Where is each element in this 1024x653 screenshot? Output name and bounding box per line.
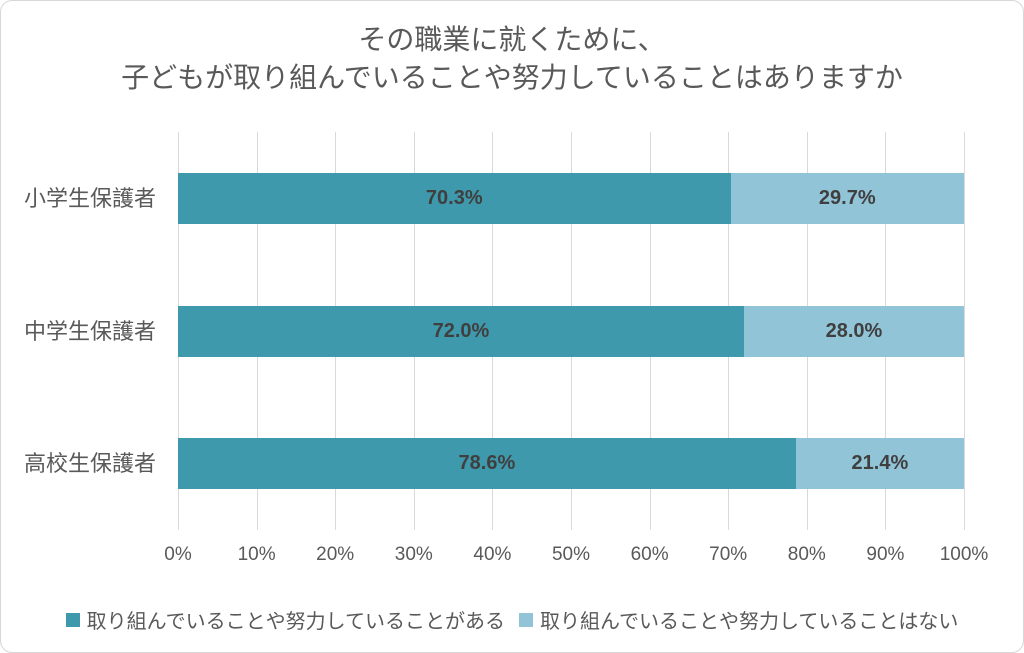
x-axis-tick-label: 40% [473,544,512,565]
legend-item-series2[interactable]: 取り組んでいることや努力していることはない [519,605,958,634]
category-label: 小学生保護者 [23,185,156,211]
x-axis-tick-label: 20% [316,544,355,565]
legend-item-series1[interactable]: 取り組んでいることや努力していることがある [65,605,505,634]
bar-segment-series1[interactable]: 70.3% [178,172,731,224]
data-label: 72.0% [432,319,490,342]
gridline [964,132,965,530]
x-axis-tick-label: 0% [164,544,192,565]
chart-title-line2: 子どもが取り組んでいることや努力していることはありますか [121,62,903,93]
x-axis-tick-label: 10% [237,544,276,565]
data-label: 28.0% [825,319,883,342]
bar-segment-series2[interactable]: 29.7% [730,172,964,224]
data-label: 70.3% [425,186,483,209]
bar-row: 78.6% 21.4% [178,438,964,490]
bar-segment-series1[interactable]: 72.0% [178,305,744,357]
data-label: 21.4% [851,452,909,475]
plot-area: 70.3% 29.7% 72.0% 28.0% 78.6% 21.4% [178,132,965,530]
x-axis-tick-label: 70% [709,544,748,565]
category-label: 高校生保護者 [23,451,156,477]
x-axis-tick-label: 80% [787,544,826,565]
legend-label: 取り組んでいることや努力していることがある [86,611,505,633]
bar-segment-series1[interactable]: 78.6% [178,438,796,490]
data-label: 78.6% [458,452,516,475]
x-axis-tick-label: 90% [866,544,905,565]
category-label: 中学生保護者 [23,318,156,344]
bar-segment-series2[interactable]: 28.0% [743,305,964,357]
legend-swatch-icon [519,612,533,627]
x-axis-tick-label: 30% [394,544,433,565]
bar-row: 70.3% 29.7% [178,172,964,224]
chart-title-line1: その職業に就くために、 [358,24,666,55]
legend-swatch-icon [65,612,80,627]
x-axis-tick-label: 100% [939,544,989,565]
x-axis-tick-label: 50% [551,544,591,565]
bar-segment-series2[interactable]: 21.4% [795,438,964,490]
legend: 取り組んでいることや努力していることがある 取り組んでいることや努力していることは… [1,605,1023,634]
x-axis-tick-label: 60% [630,544,669,565]
data-label: 29.7% [818,186,876,209]
chart-title: その職業に就くために、 子どもが取り組んでいることや努力していることはありますか [1,21,1023,97]
legend-label: 取り組んでいることや努力していることはない [540,611,959,633]
bar-row: 72.0% 28.0% [178,305,964,357]
